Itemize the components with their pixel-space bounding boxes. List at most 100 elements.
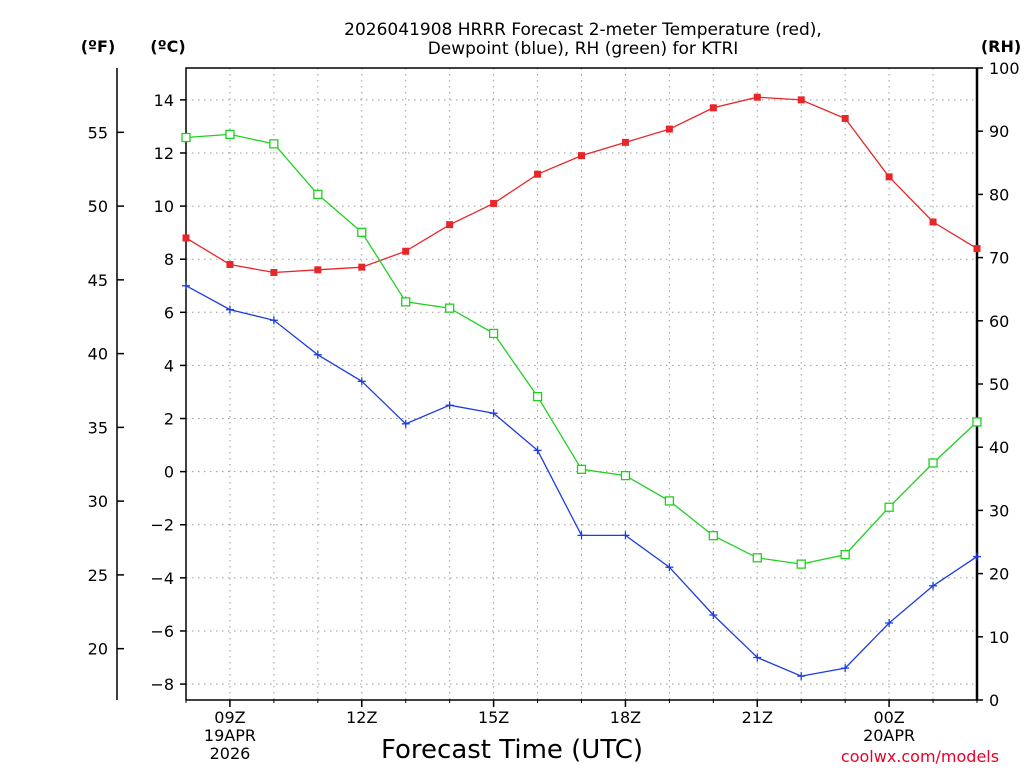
x-axis-label: Forecast Time (UTC) bbox=[381, 735, 643, 765]
temperature-point bbox=[709, 104, 717, 112]
fahrenheit-unit-label: (ºF) bbox=[81, 37, 116, 56]
rh-tick-label: 80 bbox=[989, 185, 1009, 204]
rh-tick-label: 90 bbox=[989, 122, 1009, 141]
celsius-tick-label: −8 bbox=[150, 675, 174, 694]
temperature-point bbox=[797, 96, 805, 104]
temperature-point bbox=[753, 93, 761, 101]
dewpoint-point bbox=[665, 563, 674, 572]
credit-text: coolwx.com/models bbox=[841, 747, 999, 766]
dewpoint-point bbox=[621, 531, 630, 540]
fahrenheit-tick-label: 50 bbox=[88, 197, 108, 216]
rh-tick-label: 70 bbox=[989, 249, 1009, 268]
dewpoint-point bbox=[357, 377, 366, 386]
dewpoint-point bbox=[753, 653, 762, 662]
rh-point bbox=[532, 391, 543, 402]
dewpoint-point bbox=[225, 305, 234, 314]
temperature-point bbox=[226, 261, 234, 269]
celsius-tick-label: −6 bbox=[150, 622, 174, 641]
fahrenheit-tick-label: 45 bbox=[88, 271, 108, 290]
celsius-tick-label: 4 bbox=[164, 356, 174, 375]
fahrenheit-tick-label: 40 bbox=[88, 345, 108, 364]
x-tick-year: 2026 bbox=[210, 744, 251, 763]
dewpoint-point bbox=[445, 401, 454, 410]
temperature-point bbox=[490, 199, 498, 207]
chart-title: 2026041908 HRRR Forecast 2-meter Tempera… bbox=[344, 20, 822, 40]
temperature-point bbox=[534, 170, 542, 178]
dewpoint-point bbox=[709, 611, 718, 620]
temperature-point bbox=[665, 125, 673, 133]
x-tick-label: 09Z bbox=[214, 708, 245, 727]
rh-point bbox=[664, 496, 675, 506]
x-tick-label: 12Z bbox=[346, 708, 377, 727]
x-tick-label: 15Z bbox=[478, 708, 509, 727]
rh-point bbox=[840, 549, 850, 560]
fahrenheit-tick-label: 25 bbox=[88, 566, 108, 585]
rh-tick-label: 50 bbox=[989, 375, 1009, 394]
x-tick-label: 18Z bbox=[610, 708, 641, 727]
grid-lines bbox=[186, 68, 977, 700]
temperature-point bbox=[885, 173, 893, 181]
rh-point bbox=[181, 132, 191, 143]
rh-tick-label: 0 bbox=[989, 691, 999, 710]
rh-point bbox=[445, 303, 455, 313]
rh-tick-label: 20 bbox=[989, 565, 1009, 584]
dewpoint-point bbox=[841, 664, 850, 673]
plot-frame bbox=[185, 67, 978, 701]
rh-point bbox=[269, 139, 279, 149]
x-tick-label: 00Z bbox=[873, 708, 904, 727]
temperature-point bbox=[314, 266, 322, 274]
celsius-tick-label: 2 bbox=[164, 410, 174, 429]
dewpoint-point bbox=[533, 446, 542, 455]
celsius-tick-label: 14 bbox=[154, 91, 174, 110]
celsius-tick-label: 8 bbox=[164, 250, 174, 269]
rh-point bbox=[708, 531, 718, 541]
celsius-tick-label: 0 bbox=[164, 463, 174, 482]
rh-tick-label: 100 bbox=[989, 59, 1020, 78]
temperature-point bbox=[270, 268, 278, 276]
temperature-point bbox=[358, 263, 366, 271]
rh-point bbox=[884, 502, 894, 512]
celsius-tick-label: 12 bbox=[154, 144, 174, 163]
celsius-tick-label: −4 bbox=[150, 569, 174, 588]
rh-tick-label: 60 bbox=[989, 312, 1009, 331]
fahrenheit-tick-label: 30 bbox=[88, 492, 108, 511]
x-tick-label: 21Z bbox=[742, 708, 773, 727]
rh-unit-label: (RH) bbox=[981, 37, 1021, 56]
data-series bbox=[181, 93, 982, 681]
celsius-tick-label: 10 bbox=[154, 197, 174, 216]
dewpoint-point bbox=[797, 672, 806, 681]
rh-point bbox=[401, 297, 411, 307]
dewpoint-point bbox=[929, 581, 938, 590]
dewpoint-point bbox=[885, 618, 894, 627]
rh-point bbox=[313, 189, 323, 200]
axes bbox=[116, 67, 983, 707]
temperature-point bbox=[182, 234, 190, 242]
rh-point bbox=[488, 328, 499, 339]
rh-tick-label: 10 bbox=[989, 628, 1009, 647]
dewpoint-point bbox=[973, 552, 981, 561]
temperature-point bbox=[402, 247, 410, 255]
rh-line bbox=[185, 133, 978, 565]
dewpoint-point bbox=[489, 409, 498, 418]
chart-subtitle: Dewpoint (blue), RH (green) for KTRI bbox=[428, 39, 739, 59]
fahrenheit-tick-label: 35 bbox=[88, 418, 108, 437]
rh-point bbox=[357, 227, 367, 237]
rh-point bbox=[928, 458, 938, 468]
temperature-point bbox=[446, 221, 454, 229]
dewpoint-point bbox=[313, 350, 322, 359]
rh-point bbox=[225, 129, 235, 140]
dewpoint-point bbox=[182, 281, 190, 290]
fahrenheit-tick-label: 20 bbox=[88, 640, 108, 659]
rh-tick-label: 40 bbox=[989, 438, 1009, 457]
dewpoint-point bbox=[577, 531, 586, 540]
temperature-point bbox=[841, 114, 849, 122]
temperature-point bbox=[929, 218, 937, 226]
dewpoint-point bbox=[401, 419, 410, 428]
temperature-point bbox=[621, 138, 629, 146]
rh-point bbox=[752, 553, 762, 563]
rh-point bbox=[576, 464, 587, 474]
dewpoint-point bbox=[269, 316, 278, 325]
rh-tick-label: 30 bbox=[989, 501, 1009, 520]
